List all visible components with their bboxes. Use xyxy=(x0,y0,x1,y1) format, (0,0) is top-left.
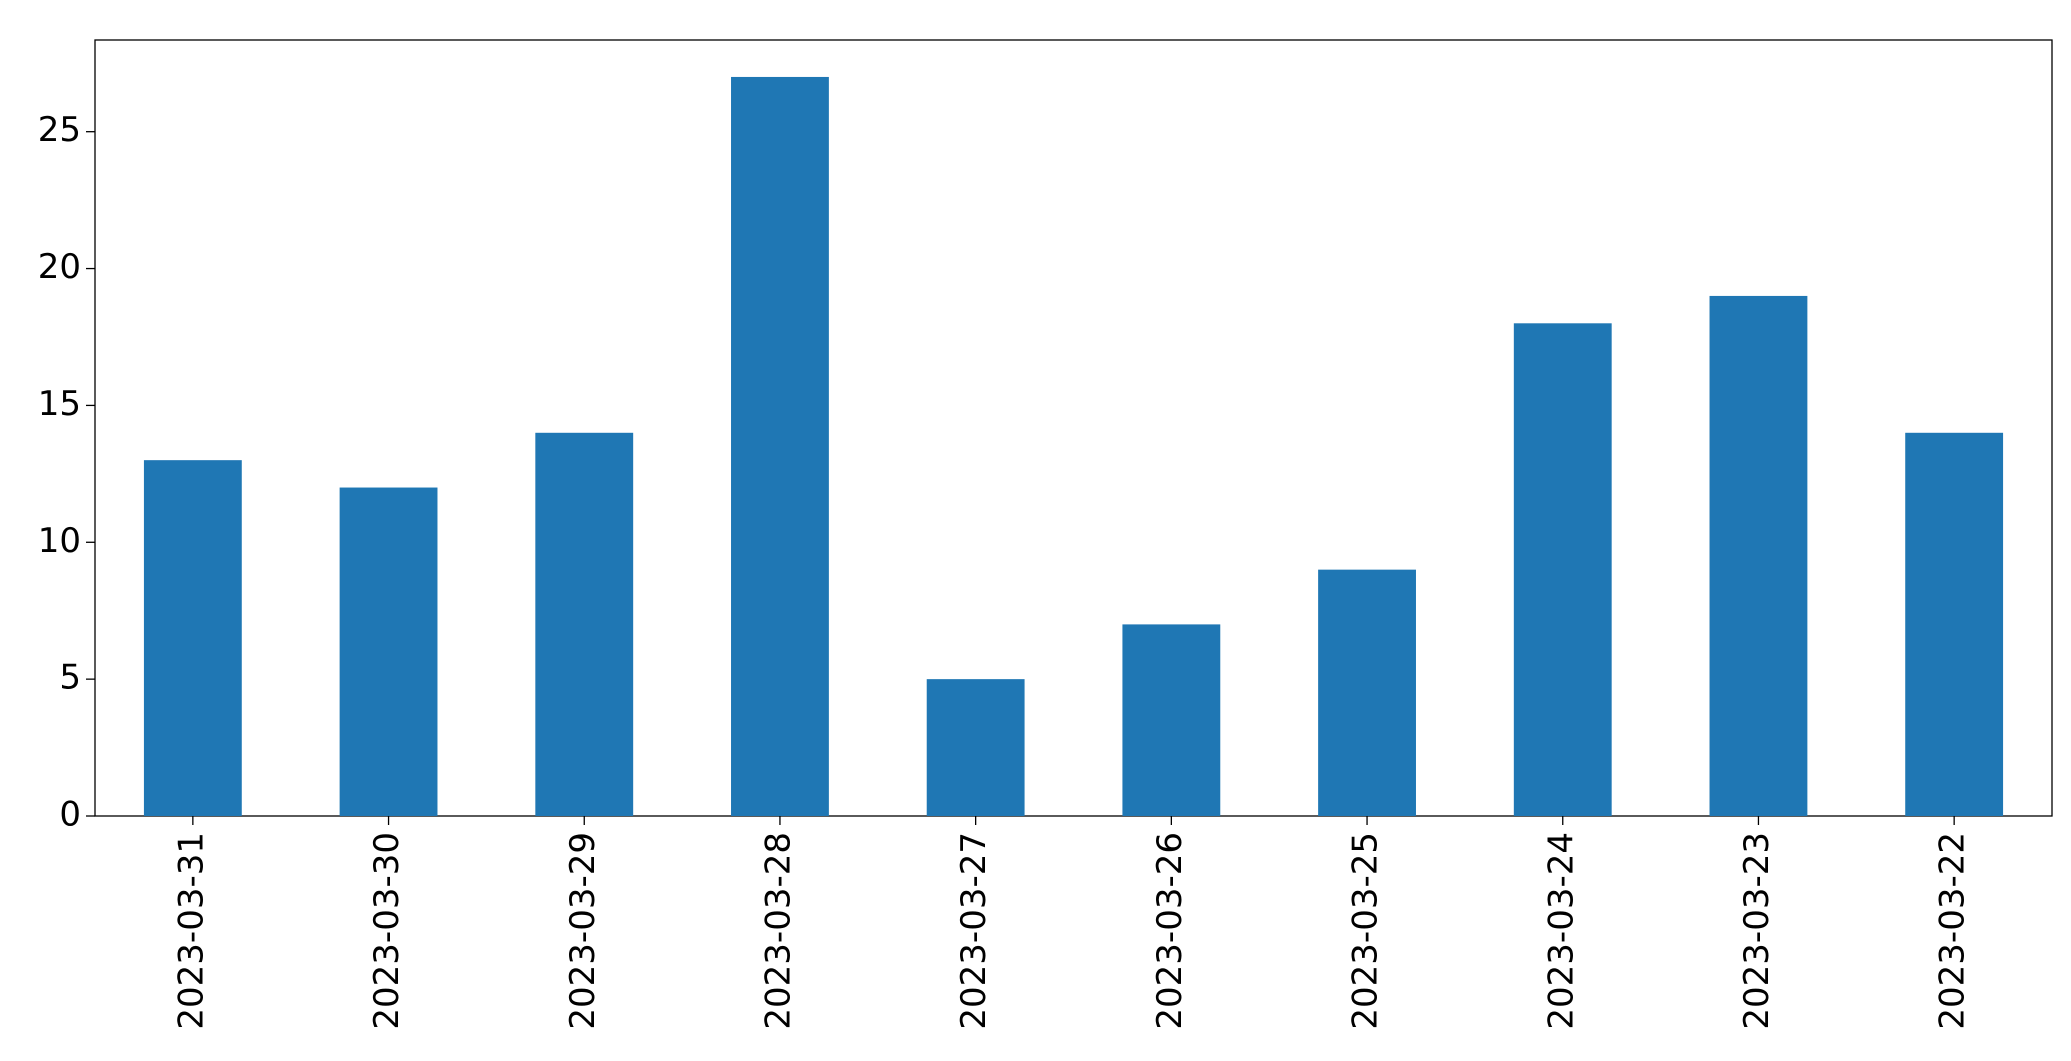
x-tick-label: 2023-03-30 xyxy=(367,832,407,1030)
x-tick-label: 2023-03-28 xyxy=(758,832,798,1030)
y-tick-label: 5 xyxy=(59,658,81,698)
bar xyxy=(1709,295,1808,816)
bar xyxy=(1513,323,1612,816)
x-tick-label: 2023-03-23 xyxy=(1737,832,1777,1030)
y-tick-label: 20 xyxy=(38,247,81,287)
y-tick-label: 25 xyxy=(38,110,81,150)
y-tick-label: 0 xyxy=(59,795,81,835)
x-tick-label: 2023-03-26 xyxy=(1150,832,1190,1030)
bar xyxy=(1905,432,2004,816)
bar xyxy=(1318,569,1416,816)
x-tick-label: 2023-03-24 xyxy=(1541,832,1581,1030)
bar xyxy=(1122,624,1221,816)
x-tick-label: 2023-03-27 xyxy=(954,832,994,1030)
x-tick-label: 2023-03-31 xyxy=(171,832,211,1030)
plot-frame xyxy=(94,39,2053,817)
y-tick-label: 10 xyxy=(38,521,81,561)
x-tick-label: 2023-03-29 xyxy=(563,832,603,1030)
bar xyxy=(926,679,1025,816)
bar xyxy=(535,432,634,816)
bar xyxy=(339,487,438,816)
bar xyxy=(731,76,829,816)
x-tick-label: 2023-03-25 xyxy=(1346,832,1386,1030)
y-tick-label: 15 xyxy=(38,384,81,424)
x-tick-label: 2023-03-22 xyxy=(1933,832,1973,1030)
bar xyxy=(143,460,242,816)
